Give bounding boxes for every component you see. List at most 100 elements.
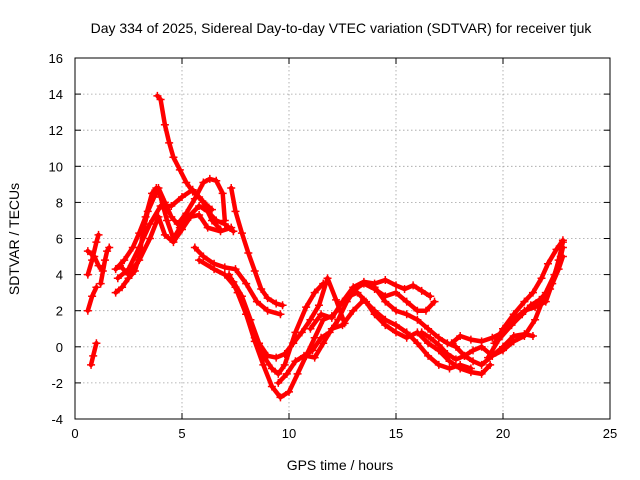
data-point: [526, 301, 535, 310]
data-point: [466, 335, 475, 344]
data-point: [552, 245, 561, 254]
data-point: [237, 292, 246, 301]
data-point: [370, 283, 379, 292]
data-point: [434, 333, 443, 342]
data-series: [83, 91, 567, 402]
data-point: [178, 225, 186, 234]
data-point: [195, 211, 204, 220]
data-point: [558, 236, 567, 245]
data-point: [111, 288, 120, 297]
x-tick-label: 0: [71, 426, 78, 441]
data-point: [469, 357, 478, 366]
data-point: [359, 277, 368, 286]
data-point: [445, 364, 454, 373]
series-line: [85, 232, 101, 277]
data-point: [306, 315, 315, 324]
data-point: [263, 351, 272, 360]
series-line: [346, 290, 493, 377]
data-point: [278, 301, 287, 310]
data-point: [135, 229, 144, 238]
data-point: [349, 306, 358, 315]
data-point: [417, 328, 426, 337]
data-point: [302, 303, 311, 312]
data-point: [160, 120, 169, 129]
data-point: [163, 216, 172, 225]
data-point: [199, 178, 208, 187]
data-point: [272, 299, 281, 308]
data-point: [225, 270, 234, 279]
data-point: [263, 294, 272, 303]
series-track-12: [190, 243, 285, 319]
data-point: [509, 337, 518, 346]
data-point: [167, 212, 176, 221]
data-point: [276, 310, 285, 319]
data-point: [272, 353, 281, 362]
data-point: [460, 351, 469, 360]
series-line: [196, 257, 326, 377]
data-point: [250, 266, 259, 275]
series-line: [85, 248, 106, 274]
y-tick-label: 16: [49, 51, 63, 66]
series-track-19: [344, 288, 495, 378]
data-point: [289, 339, 298, 348]
data-point: [344, 292, 353, 301]
data-point: [392, 321, 400, 330]
data-point: [154, 212, 163, 221]
series-track-9: [115, 211, 236, 279]
data-point: [212, 176, 221, 185]
y-tick-label: 12: [49, 123, 63, 138]
data-point: [231, 207, 240, 216]
data-point: [509, 310, 518, 319]
data-point: [100, 256, 109, 265]
data-point: [280, 360, 289, 369]
data-point: [220, 220, 229, 229]
data-point: [310, 288, 319, 297]
tick-marks: [74, 57, 611, 420]
data-point: [306, 324, 315, 333]
data-point: [267, 382, 276, 391]
data-point: [445, 357, 454, 366]
data-point: [456, 331, 465, 340]
y-tick-label: 6: [56, 232, 63, 247]
data-point: [96, 279, 105, 288]
data-point: [327, 313, 336, 322]
data-point: [182, 178, 191, 187]
data-point: [499, 346, 507, 355]
data-point: [537, 274, 546, 283]
data-point: [244, 248, 253, 257]
data-point: [528, 331, 537, 340]
series-line: [98, 245, 112, 286]
data-point: [210, 265, 219, 274]
data-point: [242, 279, 251, 288]
data-point: [94, 261, 103, 270]
data-point: [237, 229, 246, 238]
series-track-11: [227, 183, 287, 310]
data-point: [156, 202, 165, 211]
y-tick-label: -4: [51, 412, 63, 427]
data-point: [381, 276, 390, 285]
data-point: [430, 297, 439, 306]
data-point: [477, 337, 486, 346]
data-point: [227, 223, 236, 232]
data-point: [169, 153, 178, 162]
data-point: [362, 297, 371, 306]
x-tick-label: 15: [389, 426, 403, 441]
series-track-4: [87, 339, 101, 369]
data-point: [195, 202, 204, 211]
data-point: [507, 321, 516, 330]
series-track-15: [229, 274, 349, 362]
series-track-23: [490, 236, 567, 348]
data-point: [314, 301, 323, 310]
data-point: [486, 360, 495, 369]
data-point: [274, 369, 283, 378]
data-point: [274, 378, 283, 387]
x-axis-label: GPS time / hours: [287, 457, 394, 473]
data-point: [205, 174, 214, 183]
data-point: [207, 216, 216, 225]
y-tick-label: 2: [56, 304, 63, 319]
data-point: [227, 183, 236, 192]
data-point: [424, 351, 433, 360]
data-point: [353, 288, 362, 297]
data-point: [257, 285, 266, 294]
